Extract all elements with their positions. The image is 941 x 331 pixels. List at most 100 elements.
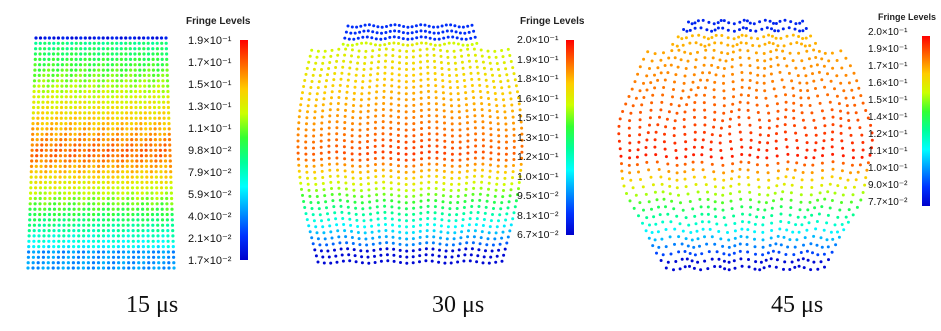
particle [331,242,335,246]
particle [805,148,809,152]
particle [83,84,87,88]
particle [427,168,431,172]
particle [305,164,308,168]
particle [78,95,82,99]
particle [412,218,415,222]
particle [37,234,41,238]
particle [520,144,524,148]
particle [489,219,493,223]
particle [441,206,445,210]
particle [404,134,408,138]
particle [434,90,438,94]
particle [53,164,58,168]
particle [420,139,424,143]
particle [358,30,362,34]
particle [87,234,91,238]
particle [738,190,742,194]
particle [737,182,741,186]
particle [38,212,42,217]
particle [161,223,165,227]
particle [129,63,133,67]
particle [419,175,423,179]
particle [43,202,47,206]
particle [677,193,680,197]
particle [356,61,360,65]
particle [119,41,123,45]
particle [342,139,346,143]
particle [54,132,58,136]
particle [341,65,345,69]
particle [97,57,101,62]
particle [420,133,424,137]
particle [137,36,141,40]
particle [52,212,57,217]
particle [401,31,405,35]
particle [169,191,173,195]
particle [126,245,130,249]
particle [675,44,679,48]
particle [106,191,110,195]
particle [316,260,320,264]
particle [82,229,86,233]
particle [358,170,362,174]
particle [728,117,732,121]
particle [418,242,422,245]
particle [130,154,134,158]
particle [120,73,124,77]
particle [327,138,331,142]
particle [133,41,137,45]
particle [424,35,428,39]
particle [53,191,57,195]
particle [343,53,347,57]
particle [680,257,684,261]
particle [379,259,383,263]
particle [684,67,688,70]
particle [485,243,489,247]
particle [384,229,388,232]
particle [111,223,115,227]
particle [344,235,348,239]
particle [134,122,138,126]
particle [696,86,700,90]
particle [647,236,651,240]
particle [405,68,408,71]
particle [735,43,739,47]
particle [69,84,73,88]
particle [628,149,632,152]
legend-tick-label: 1.6×10⁻¹ [868,78,908,89]
particle [359,177,363,180]
particle [143,100,147,104]
particle [456,201,460,204]
particle [726,52,730,56]
particle [366,127,370,131]
particle [138,79,142,83]
particle [27,250,31,254]
legend-tick-label: 1.7×10⁻² [188,255,232,267]
particle [474,59,478,63]
particle [106,261,111,265]
particle [313,110,317,114]
particle [661,93,665,97]
particle [822,228,826,232]
particle [628,199,632,203]
particle [352,182,355,186]
particle [397,121,400,125]
particle [110,36,114,40]
particle [443,151,447,155]
particle [63,191,67,195]
particle [327,156,331,160]
particle [330,90,334,94]
particle [470,77,474,81]
particle [57,218,61,222]
particle [628,141,632,145]
particle [453,225,457,229]
particle [721,119,725,123]
particle [475,41,479,45]
particle [92,111,96,115]
particle [473,108,476,112]
particle [393,29,397,33]
particle [831,167,835,171]
particle [851,148,855,152]
particle [502,98,505,102]
particle [793,168,797,172]
